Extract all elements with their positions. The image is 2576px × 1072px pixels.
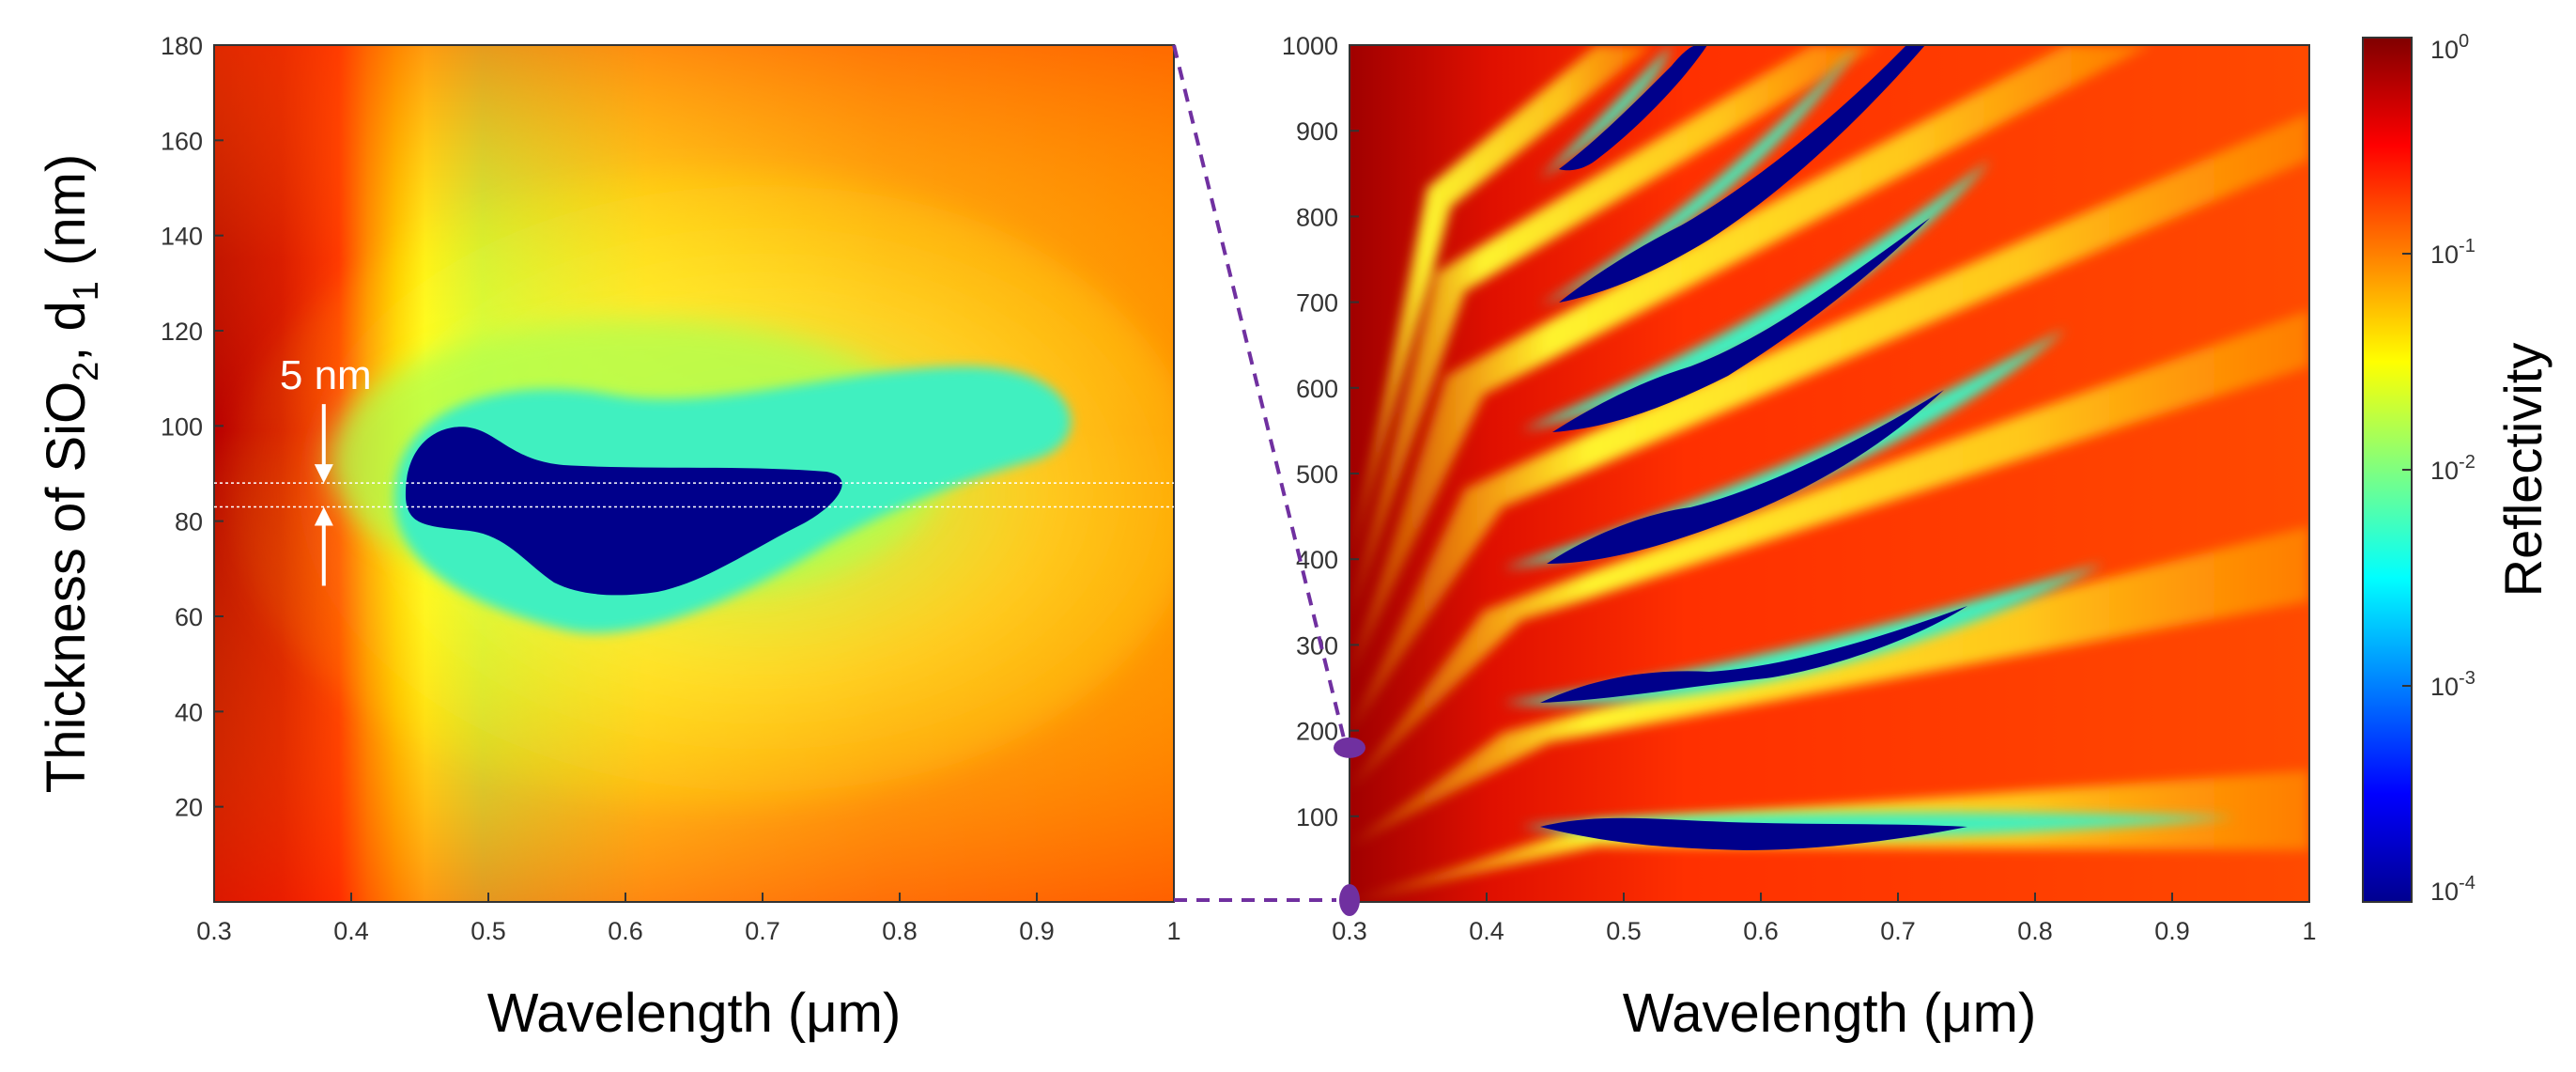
colorbar-tick-label: 10-1 <box>2430 236 2476 269</box>
zoom-connector-upper <box>1172 44 1346 739</box>
right-heatmap <box>1350 45 2309 902</box>
right-x-axis: 0.3 0.4 0.5 0.6 0.7 0.8 0.9 1 <box>1332 893 2317 945</box>
colorbar: 100 10-1 10-2 10-3 10-4 Reflectivity <box>2362 31 2553 906</box>
right-y-tick-label: 900 <box>1296 117 1338 146</box>
right-minimum-bands <box>1540 45 1967 850</box>
colorbar-tick-label: 10-3 <box>2430 668 2476 701</box>
minimum-band-1 <box>1540 817 1967 850</box>
minimum-band-4 <box>1552 218 1930 432</box>
annotation-arrowhead-up <box>314 506 333 526</box>
minimum-band-3 <box>1547 390 1944 564</box>
minimum-band-5 <box>1559 45 1925 303</box>
minimum-band-2 <box>1540 606 1967 703</box>
left-y-tick-label: 20 <box>175 794 203 822</box>
colorbar-label: Reflectivity <box>2493 343 2553 598</box>
left-y-tick-label: 160 <box>161 127 203 155</box>
zoom-connector <box>1172 44 1365 916</box>
right-y-tick-label: 400 <box>1296 546 1338 574</box>
right-y-tick-label: 600 <box>1296 375 1338 403</box>
left-x-tick-label: 0.3 <box>196 917 232 945</box>
left-y-tick-label: 100 <box>161 412 203 441</box>
right-x-tick-label: 0.6 <box>1743 917 1779 945</box>
left-x-tick-label: 0.6 <box>608 917 643 945</box>
left-x-tick-label: 1 <box>1166 917 1180 945</box>
right-y-tick-label: 500 <box>1296 460 1338 489</box>
left-x-tick-label: 0.9 <box>1019 917 1055 945</box>
left-y-axis-label: Thickness of SiO2, d1 (nm) <box>36 154 106 793</box>
colorbar-tick-label: 10-2 <box>2430 452 2476 485</box>
right-x-tick-label: 0.7 <box>1880 917 1916 945</box>
right-x-axis-label: Wavelength (μm) <box>1623 983 2037 1044</box>
left-minimum-region <box>405 427 842 596</box>
zoom-marker-upper <box>1334 737 1365 758</box>
right-x-tick-label: 0.9 <box>2154 917 2190 945</box>
right-x-tick-label: 0.3 <box>1332 917 1367 945</box>
right-y-tick-label: 300 <box>1296 631 1338 660</box>
right-x-tick-label: 0.8 <box>2017 917 2053 945</box>
minimum-band-6 <box>1559 45 1707 171</box>
colorbar-ticks: 100 10-1 10-2 10-3 10-4 <box>2402 31 2476 906</box>
left-y-tick-label: 180 <box>161 32 203 60</box>
right-y-tick-label: 200 <box>1296 718 1338 746</box>
left-x-axis-label: Wavelength (μm) <box>487 983 902 1044</box>
right-y-axis: 100 200 300 400 500 600 700 800 900 1000 <box>1282 32 1359 831</box>
left-x-tick-label: 0.8 <box>882 917 918 945</box>
colorbar-tick-label: 10-4 <box>2430 873 2476 906</box>
left-y-tick-label: 140 <box>161 223 203 251</box>
zoom-marker-lower <box>1339 884 1360 916</box>
right-x-tick-label: 0.4 <box>1469 917 1504 945</box>
right-y-tick-label: 700 <box>1296 289 1338 318</box>
left-y-tick-label: 60 <box>175 603 203 631</box>
left-y-tick-label: 120 <box>161 318 203 346</box>
left-plot-frame <box>213 44 1175 903</box>
right-x-tick-label: 1 <box>2302 917 2316 945</box>
right-y-tick-label: 100 <box>1296 803 1338 831</box>
thickness-annotation: 5 nm <box>214 352 1174 586</box>
annotation-label: 5 nm <box>280 352 372 398</box>
annotation-arrowhead-down <box>314 464 333 484</box>
left-y-tick-label: 80 <box>175 508 203 536</box>
colorbar-tick-label: 100 <box>2430 31 2469 64</box>
left-heatmap <box>214 45 1174 902</box>
left-y-tick-label: 40 <box>175 698 203 726</box>
left-x-axis: 0.3 0.4 0.5 0.6 0.7 0.8 0.9 1 <box>196 893 1181 945</box>
left-x-tick-label: 0.7 <box>745 917 780 945</box>
right-y-tick-label: 800 <box>1296 203 1338 231</box>
left-y-axis: 20 40 60 80 100 120 140 160 180 <box>161 32 224 822</box>
right-x-tick-label: 0.5 <box>1606 917 1642 945</box>
right-y-tick-label: 1000 <box>1282 32 1338 60</box>
left-x-tick-label: 0.5 <box>470 917 506 945</box>
left-x-tick-label: 0.4 <box>333 917 369 945</box>
